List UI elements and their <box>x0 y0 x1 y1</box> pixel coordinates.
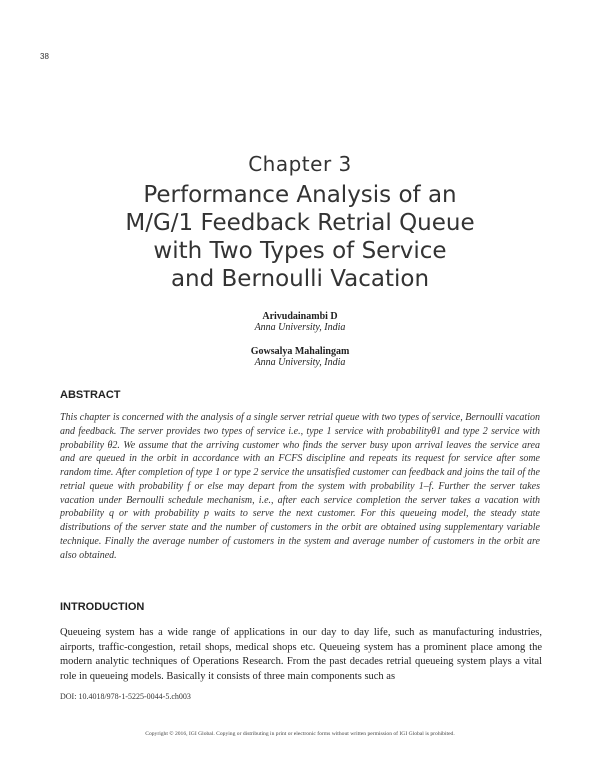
abstract-heading: ABSTRACT <box>60 389 121 401</box>
chapter-label: Chapter 3 <box>248 152 352 176</box>
author-name: Arivudainambi D <box>262 311 338 322</box>
author-affiliation: Anna University, India <box>254 357 346 368</box>
chapter-title: Performance Analysis of an M/G/1 Feedbac… <box>0 181 600 293</box>
title-line: and Bernoulli Vacation <box>170 266 430 292</box>
title-line: with Two Types of Service <box>153 238 447 264</box>
abstract-text: This chapter is concerned with the analy… <box>60 412 540 561</box>
title-line: M/G/1 Feedback Retrial Queue <box>125 210 475 236</box>
introduction-text: Queueing system has a wide range of appl… <box>60 627 542 682</box>
author-name: Gowsalya Mahalingam <box>250 346 350 357</box>
author-affiliation: Anna University, India <box>254 322 346 333</box>
page-number: 38 <box>40 52 49 61</box>
author-block: Gowsalya Mahalingam Anna University, Ind… <box>0 346 600 368</box>
doi: DOI: 10.4018/978-1-5225-0044-5.ch003 <box>60 692 191 701</box>
title-line: Performance Analysis of an <box>143 182 457 208</box>
copyright-notice: Copyright © 2016, IGI Global. Copying or… <box>145 731 455 737</box>
introduction-heading: INTRODUCTION <box>60 601 145 613</box>
author-block: Arivudainambi D Anna University, India <box>0 311 600 333</box>
